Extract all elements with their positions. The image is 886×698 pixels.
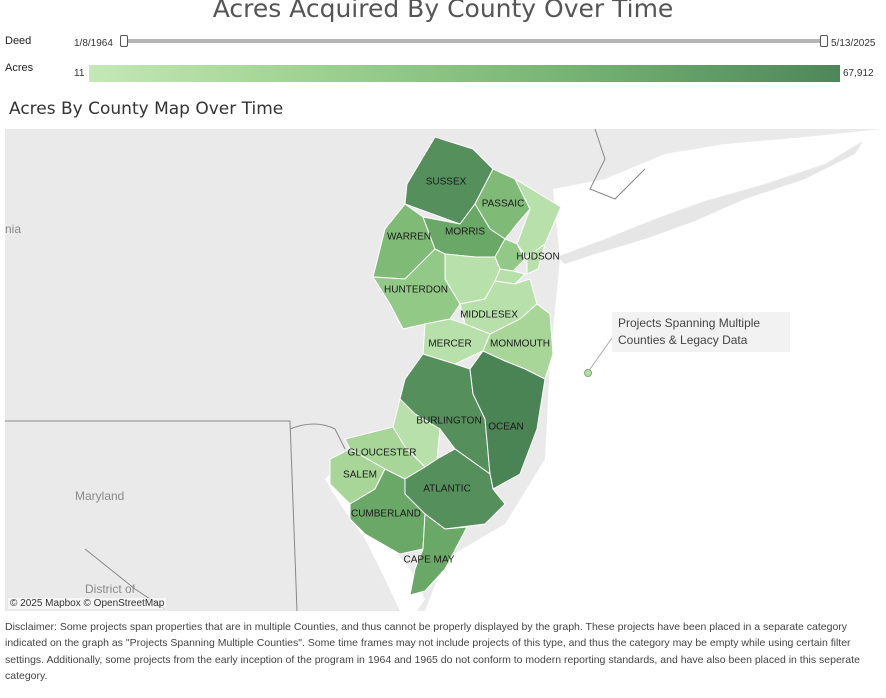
dashboard-title: Acres Acquired By County Over Time bbox=[212, 0, 674, 23]
deed-end-value: 5/13/2025 bbox=[831, 38, 876, 49]
deed-end-handle[interactable] bbox=[820, 35, 828, 47]
map-svg bbox=[5, 129, 883, 611]
deed-filter-label: Deed bbox=[5, 35, 32, 47]
multi-county-callout: Projects Spanning Multiple Counties & Le… bbox=[612, 312, 790, 352]
ocean-water bbox=[425, 129, 883, 611]
acres-min-value: 11 bbox=[74, 68, 85, 79]
county-hudson[interactable] bbox=[526, 242, 546, 275]
acres-color-legend bbox=[89, 65, 840, 82]
place-label-district: District of bbox=[85, 582, 136, 596]
county-cape-may[interactable] bbox=[409, 513, 468, 596]
county-ocean[interactable] bbox=[469, 350, 546, 490]
place-label-maryland: Maryland bbox=[75, 489, 125, 503]
map-subtitle: Acres By County Map Over Time bbox=[9, 99, 284, 119]
state-borders bbox=[5, 129, 646, 611]
long-island bbox=[557, 141, 863, 264]
deed-start-value: 1/8/1964 bbox=[74, 38, 113, 49]
acres-legend-label: Acres bbox=[5, 62, 34, 74]
place-label-nia: nia bbox=[5, 222, 22, 236]
acres-max-value: 67,912 bbox=[843, 68, 874, 79]
multi-county-marker[interactable] bbox=[584, 369, 592, 377]
disclaimer-text: Disclaimer: Some projects span propertie… bbox=[5, 621, 860, 683]
deed-range-slider[interactable] bbox=[124, 39, 824, 43]
county-map[interactable]: nia Maryland District of SUSSEX PASSAIC … bbox=[5, 129, 883, 611]
map-attribution[interactable]: © 2025 Mapbox © OpenStreetMap bbox=[8, 598, 167, 609]
deed-start-handle[interactable] bbox=[120, 35, 128, 47]
